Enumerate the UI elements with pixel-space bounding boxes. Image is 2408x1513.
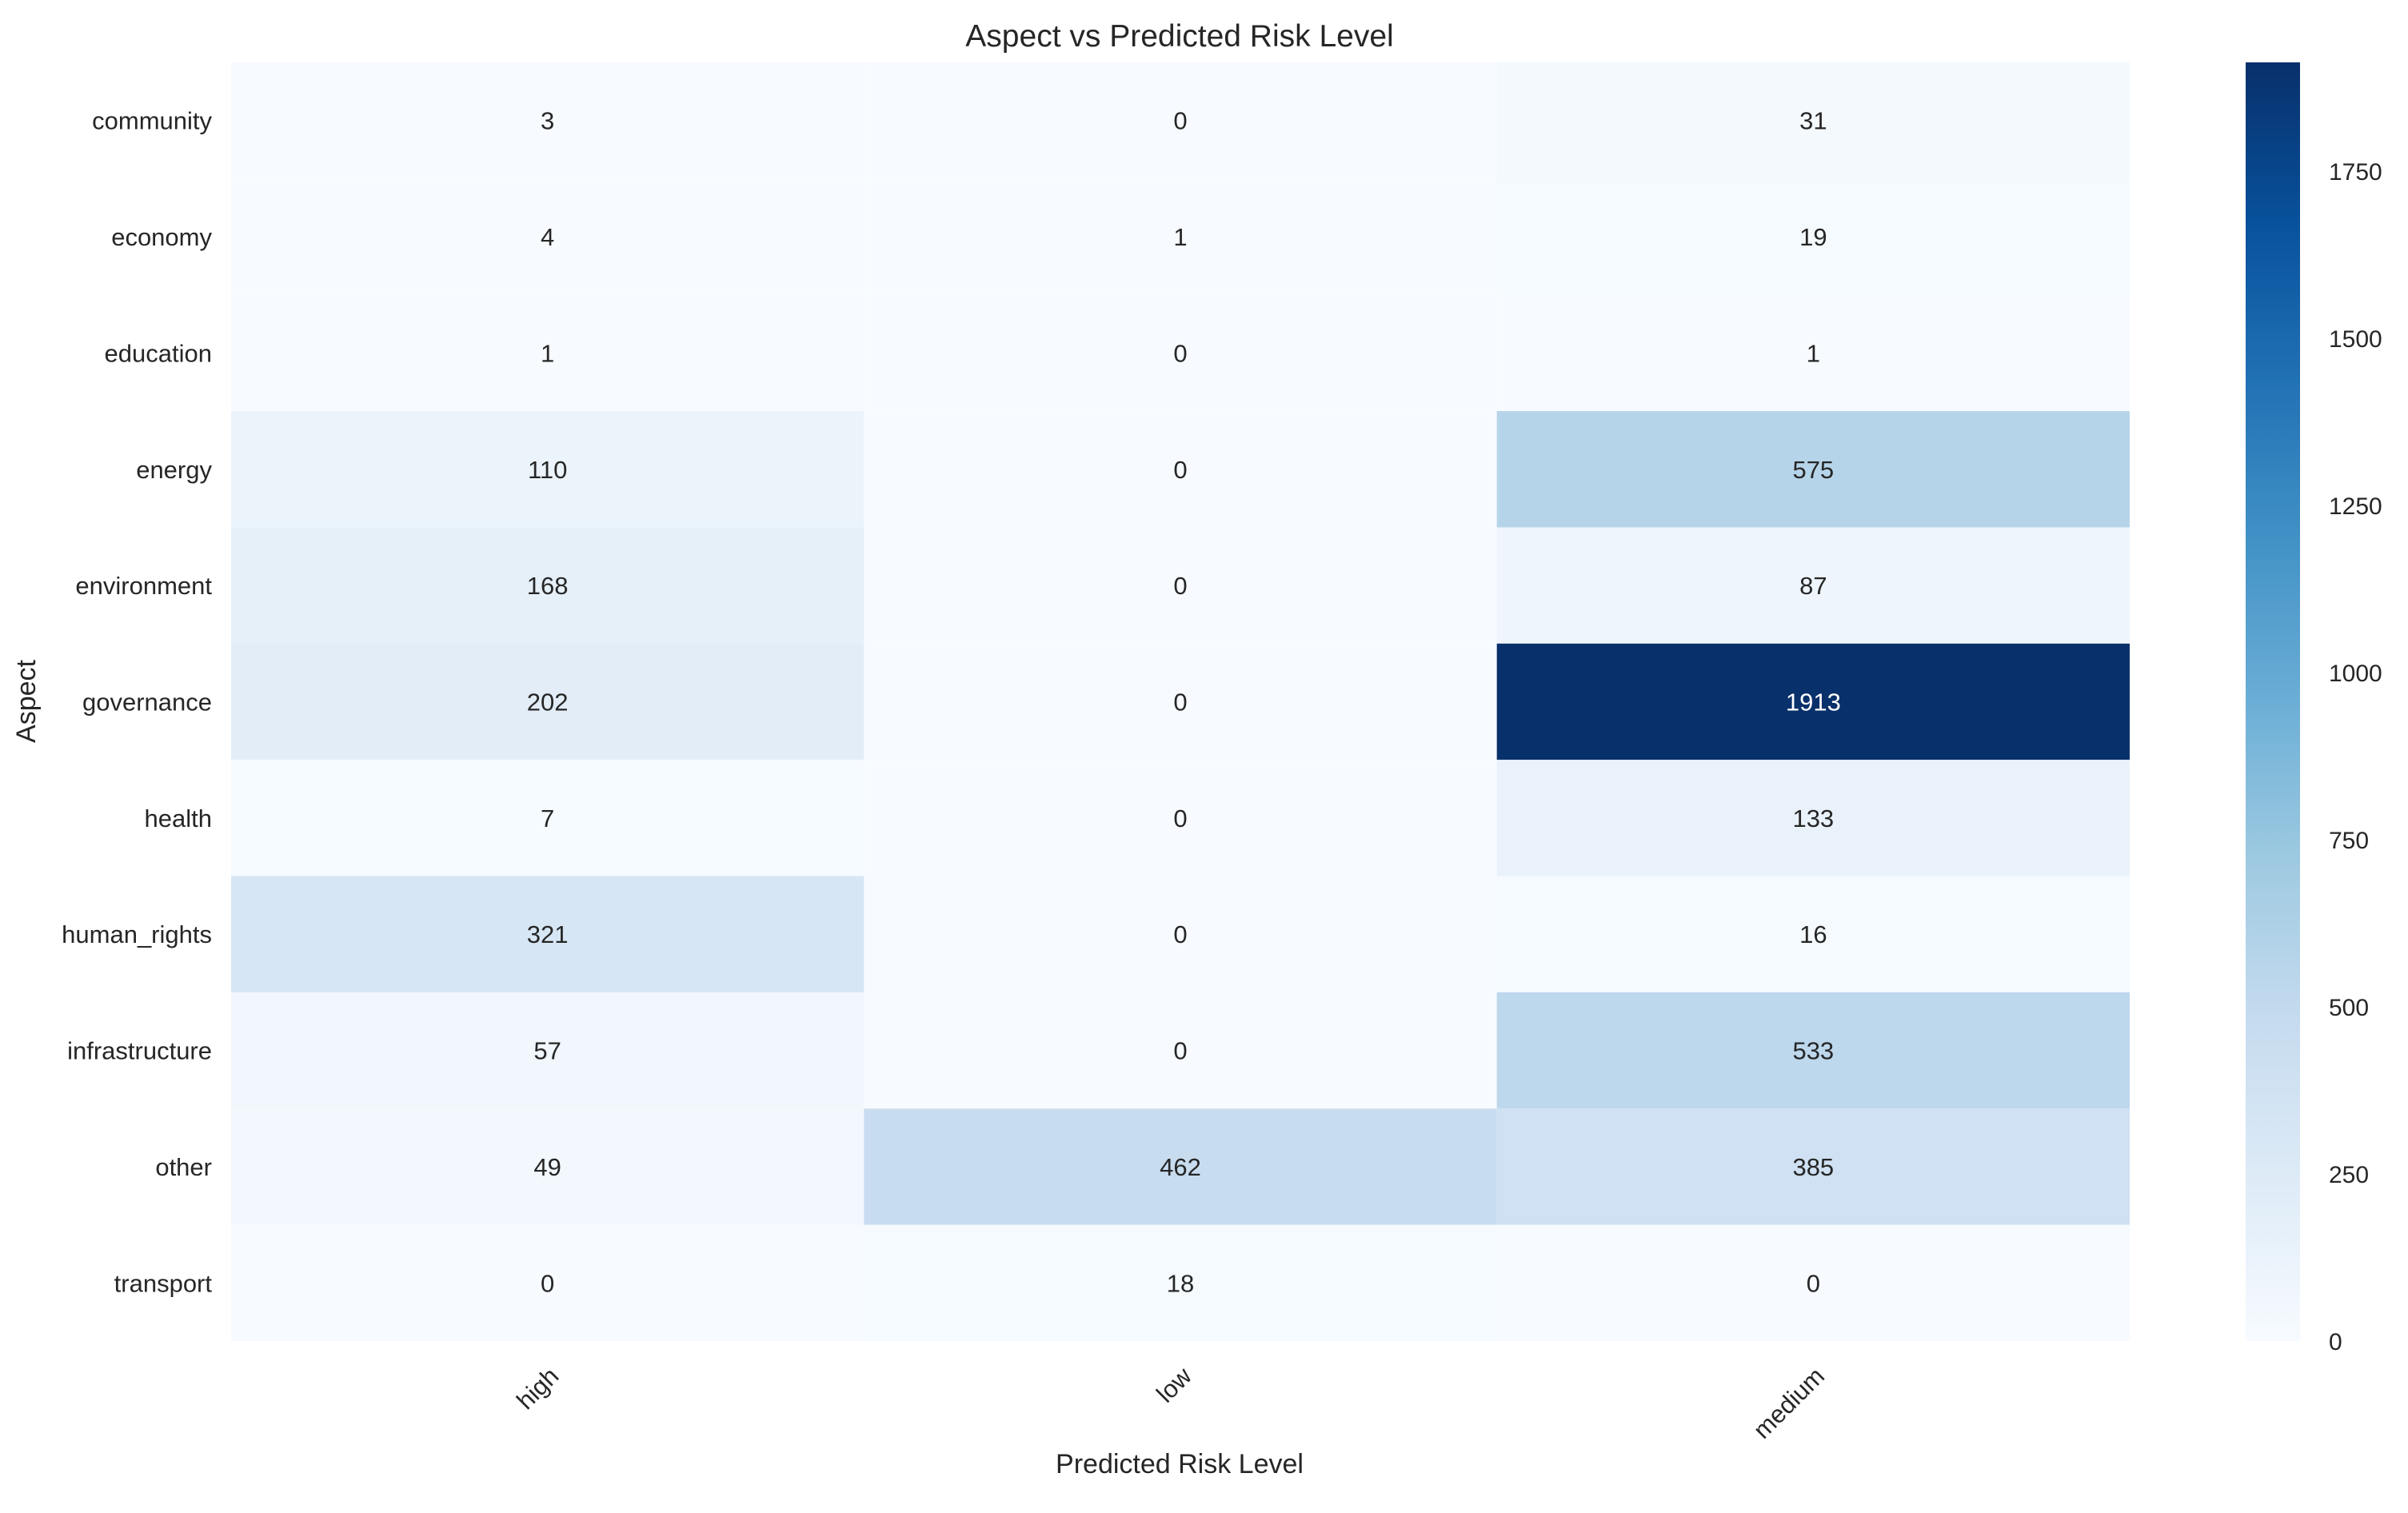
cell-value-human_rights-high: 321 [527,920,569,948]
y-tick-label-human_rights: human_rights [62,920,212,948]
y-tick-label-governance: governance [82,689,212,717]
cell-value-transport-high: 0 [541,1269,554,1297]
heatmap-cell-education-medium [1496,294,2130,412]
heatmap-cell-governance-high [231,643,865,760]
y-axis-tick-labels: community economy education energy environme… [62,107,212,1298]
cell-value-education-medium: 1 [1807,339,1820,367]
y-tick-label-transport: transport [114,1269,213,1297]
colorbar-tick-750: 750 [2329,828,2369,854]
heatmap-cell-environment-high [231,527,865,644]
colorbar-tick-500: 500 [2329,995,2369,1021]
y-tick-label-environment: environment [75,572,212,600]
heatmap-cell-transport-low [864,1224,1497,1341]
cell-value-human_rights-low: 0 [1173,920,1187,948]
colorbar [2246,62,2300,1341]
heatmap-cell-energy-medium [1496,411,2130,528]
cell-value-education-low: 0 [1173,339,1187,367]
cell-value-economy-medium: 19 [1799,223,1827,251]
x-axis-label: Predicted Risk Level [1056,1449,1304,1479]
colorbar-tick-250: 250 [2329,1162,2369,1188]
y-tick-label-other: other [155,1153,212,1181]
heatmap-cell-economy-medium [1496,178,2130,295]
y-tick-label-energy: energy [136,456,212,484]
y-tick-label-infrastructure: infrastructure [67,1037,212,1065]
heatmap-cell-human_rights-high [231,876,865,992]
cell-value-infrastructure-high: 57 [533,1037,561,1065]
cell-value-community-high: 3 [541,107,554,135]
heatmap-cell-energy-low [864,411,1497,528]
cell-value-other-low: 462 [1160,1153,1201,1181]
heatmap-cell-infrastructure-low [864,992,1497,1109]
x-tick-label-high: high [511,1362,564,1415]
y-tick-label-community: community [92,107,212,135]
x-tick-label-medium: medium [1747,1362,1830,1444]
colorbar-tick-1750: 1750 [2329,159,2382,186]
cell-value-transport-medium: 0 [1807,1269,1820,1297]
y-axis-label: Aspect [11,659,42,742]
cell-value-health-medium: 133 [1792,804,1834,832]
colorbar-tick-1000: 1000 [2329,661,2382,687]
heatmap-cell-economy-low [864,178,1497,295]
cell-value-health-high: 7 [541,804,554,832]
cell-value-human_rights-medium: 16 [1799,920,1827,948]
heatmap-cell-community-high [231,62,865,179]
cell-value-governance-low: 0 [1173,689,1187,717]
heatmap-cell-human_rights-low [864,876,1497,992]
colorbar-tick-0: 0 [2329,1329,2342,1355]
cell-value-health-low: 0 [1173,804,1187,832]
heatmap-cell-health-medium [1496,760,2130,876]
cell-value-other-high: 49 [533,1153,561,1181]
cell-value-community-medium: 31 [1799,107,1827,135]
cell-value-governance-medium: 1913 [1786,689,1841,717]
cell-value-governance-high: 202 [527,689,569,717]
heatmap-cell-community-low [864,62,1497,179]
heatmap-cell-other-high [231,1108,865,1225]
cell-value-other-medium: 385 [1792,1153,1834,1181]
heatmap-cell-governance-medium [1496,643,2130,760]
cell-value-energy-high: 110 [528,456,567,484]
cell-value-environment-high: 168 [527,572,569,600]
heatmap-cell-other-low [864,1108,1497,1225]
heatmap-cell-health-high [231,760,865,876]
heatmap-cells [231,62,2130,1341]
colorbar-tick-1250: 1250 [2329,493,2382,520]
colorbar-tick-labels: 0 250 500 750 1000 1250 1500 1750 [2329,159,2382,1355]
heatmap-cell-transport-high [231,1224,865,1341]
cell-value-infrastructure-medium: 533 [1792,1037,1834,1065]
y-tick-label-health: health [145,804,212,832]
heatmap-cell-environment-low [864,527,1497,644]
cell-value-environment-medium: 87 [1799,572,1827,600]
cell-value-education-high: 1 [541,339,554,367]
y-tick-label-education: education [105,339,212,367]
heatmap-cell-human_rights-medium [1496,876,2130,992]
cell-value-environment-low: 0 [1173,572,1187,600]
heatmap-cell-economy-high [231,178,865,295]
heatmap-cell-infrastructure-high [231,992,865,1109]
x-axis-tick-labels: high low medium [511,1362,1830,1444]
y-tick-label-economy: economy [111,223,212,251]
cell-value-energy-low: 0 [1173,456,1187,484]
heatmap-cell-infrastructure-medium [1496,992,2130,1109]
colorbar-tick-1500: 1500 [2329,326,2382,353]
heatmap-cell-education-high [231,294,865,412]
cell-value-community-low: 0 [1173,107,1187,135]
heatmap-cell-health-low [864,760,1497,876]
heatmap-cell-energy-high [231,411,865,528]
heatmap-cell-other-medium [1496,1108,2130,1225]
heatmap-cell-governance-low [864,643,1497,760]
cell-value-economy-high: 4 [541,223,554,251]
cell-value-transport-low: 18 [1167,1269,1194,1297]
x-tick-label-low: low [1151,1362,1197,1408]
heatmap-cell-transport-medium [1496,1224,2130,1341]
heatmap-cell-environment-medium [1496,527,2130,644]
chart-title: Aspect vs Predicted Risk Level [965,19,1393,54]
heatmap-cell-community-medium [1496,62,2130,179]
heatmap-cell-education-low [864,294,1497,412]
cell-value-energy-medium: 575 [1792,456,1834,484]
cell-value-economy-low: 1 [1173,223,1187,251]
cell-value-infrastructure-low: 0 [1173,1037,1187,1065]
